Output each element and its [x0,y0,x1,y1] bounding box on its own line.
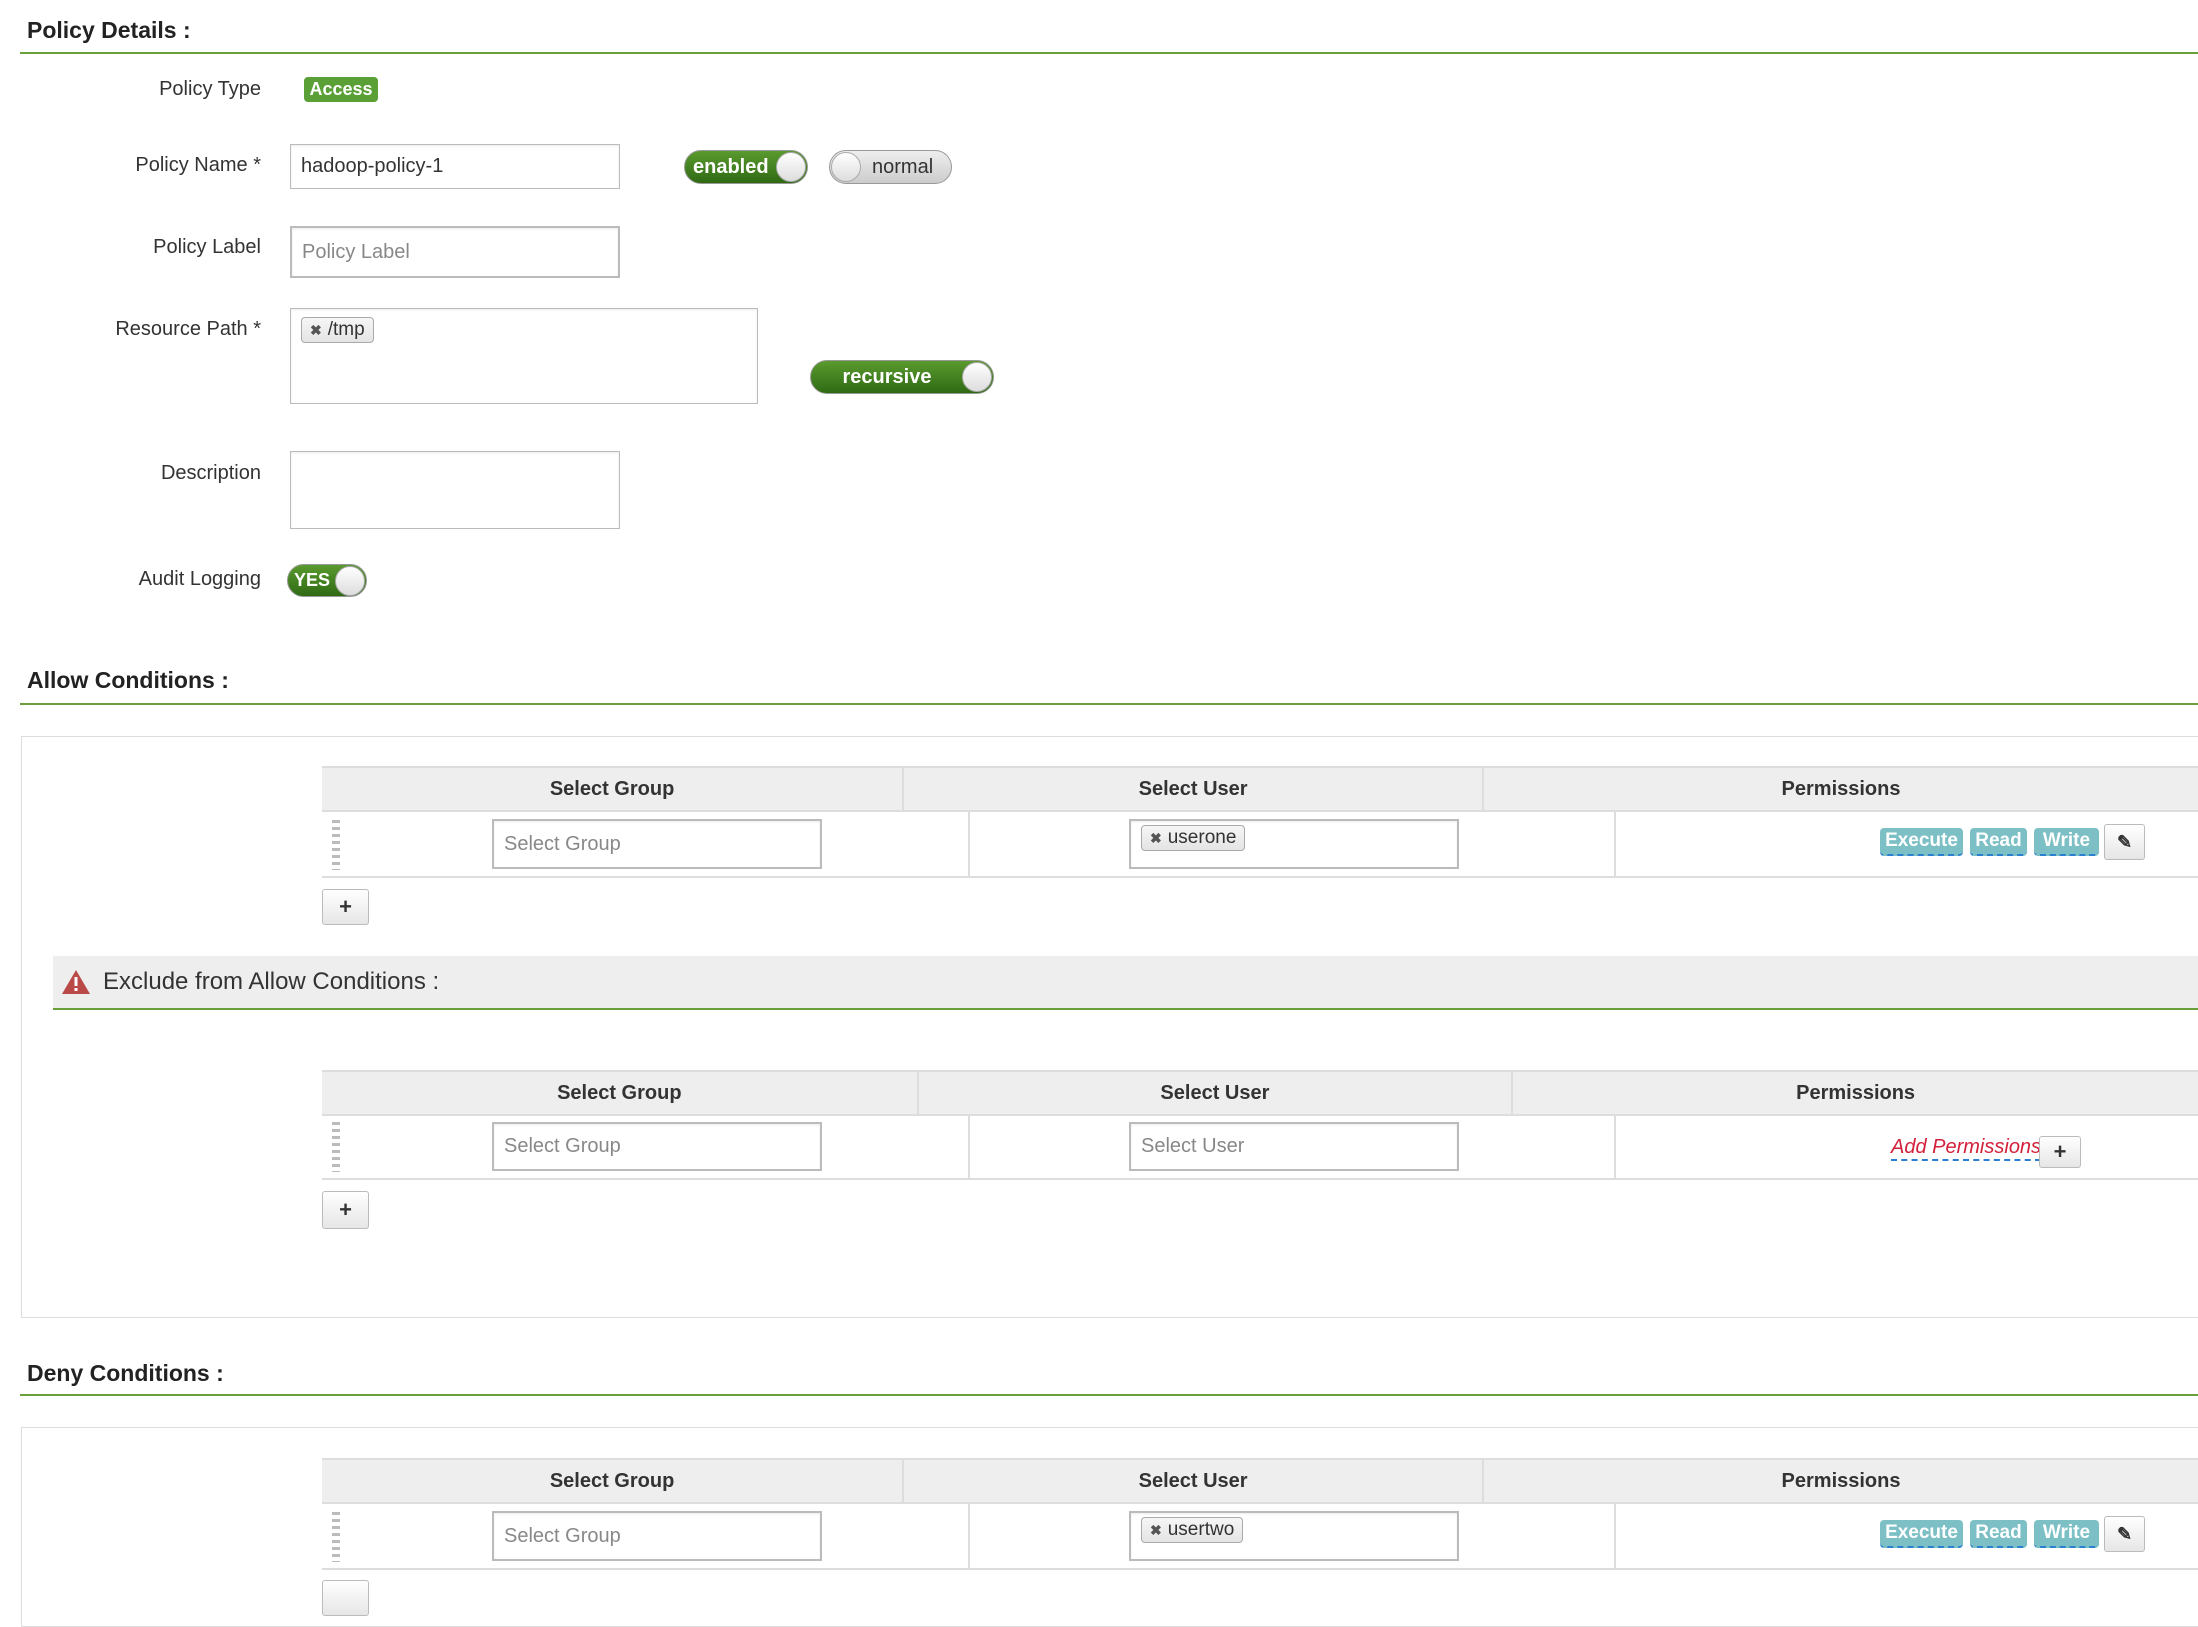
exclude-table-header: Select Group Select User Permissions [322,1070,2198,1116]
exclude-table-row: Select Group Select User Add Permissions… [322,1116,2198,1180]
exclude-heading: Exclude from Allow Conditions : [103,968,440,995]
user-tag-label: usertwo [1167,1519,1235,1540]
policy-label-input[interactable]: Policy Label [290,226,620,278]
header-select-group: Select Group [549,1469,675,1492]
remove-tag-icon[interactable]: ✖ [310,321,322,338]
select-user-input[interactable]: ✖ userone [1129,819,1459,869]
deny-conditions-heading: Deny Conditions : [27,1360,224,1386]
header-select-group: Select Group [549,777,675,800]
permission-execute[interactable]: Execute [1880,1520,1963,1548]
permission-write[interactable]: Write [2034,828,2099,856]
enabled-toggle[interactable]: enabled [684,150,808,184]
edit-permissions-button[interactable]: ✎ [2104,824,2145,860]
header-select-user: Select User [1138,1469,1248,1492]
recursive-toggle-label: recursive [842,365,932,388]
policy-label-label: Policy Label [153,236,261,258]
permission-execute[interactable]: Execute [1880,828,1963,856]
divider [20,52,2198,54]
add-permissions-link[interactable]: Add Permissions [1891,1136,2042,1161]
divider [20,703,2198,705]
resource-path-label: Resource Path * [115,318,261,340]
add-exclude-row-button[interactable]: + [322,1191,369,1229]
allow-table-header: Select Group Select User Permissions [322,766,2198,812]
normal-toggle[interactable]: normal [829,150,952,184]
allow-conditions-heading: Allow Conditions : [27,667,229,693]
policy-name-label: Policy Name * [135,154,261,176]
description-label: Description [160,462,261,484]
header-permissions: Permissions [1796,1081,1916,1104]
drag-handle-icon[interactable] [332,820,340,870]
divider [20,1394,2198,1396]
description-textarea[interactable] [290,451,620,529]
select-group-placeholder: Select Group [504,1524,621,1547]
header-select-user: Select User [1138,777,1248,800]
toggle-knob [335,566,365,596]
header-permissions: Permissions [1781,777,1901,800]
add-allow-row-button[interactable]: + [322,889,369,925]
pencil-icon: ✎ [2116,831,2133,852]
allow-conditions-panel [21,736,2198,1318]
user-tag: ✖ usertwo [1141,1517,1244,1543]
warning-icon [62,970,90,994]
enabled-toggle-label: enabled [693,155,769,178]
permission-read[interactable]: Read [1970,828,2027,856]
allow-table-row: Select Group ✖ userone Execute Read Write… [322,812,2198,878]
normal-toggle-label: normal [872,155,934,178]
remove-tag-icon[interactable]: ✖ [1150,829,1162,846]
toggle-knob [962,362,992,392]
resource-path-tag: ✖ /tmp [301,317,374,343]
user-tag: ✖ userone [1141,825,1246,851]
plus-icon: + [2053,1139,2067,1164]
select-group-placeholder: Select Group [504,832,621,855]
header-permissions: Permissions [1781,1469,1901,1492]
add-deny-row-button[interactable] [322,1580,369,1616]
remove-tag-icon[interactable]: ✖ [1150,1521,1162,1538]
audit-logging-label: Audit Logging [138,568,261,590]
select-user-placeholder: Select User [1141,1135,1245,1157]
select-user-input[interactable]: Select User [1129,1122,1459,1171]
permission-write[interactable]: Write [2034,1520,2099,1548]
toggle-knob [776,152,806,182]
permission-read[interactable]: Read [1970,1520,2027,1548]
exclude-section-bar: Exclude from Allow Conditions : [53,956,2198,1010]
select-user-input[interactable]: ✖ usertwo [1129,1511,1459,1561]
policy-details-heading: Policy Details : [27,17,191,43]
edit-permissions-button[interactable]: ✎ [2104,1516,2145,1552]
select-group-input[interactable]: Select Group [492,1122,822,1171]
resource-path-tag-label: /tmp [327,319,365,340]
resource-path-input[interactable]: ✖ /tmp [290,308,758,404]
policy-name-input[interactable]: hadoop-policy-1 [290,144,620,189]
header-select-user: Select User [1160,1081,1270,1104]
select-group-placeholder: Select Group [504,1135,621,1157]
drag-handle-icon[interactable] [332,1122,340,1172]
policy-type-badge: Access [304,77,378,102]
user-tag-label: userone [1167,827,1237,848]
select-group-input[interactable]: Select Group [492,1511,822,1561]
audit-logging-toggle-label: YES [294,570,331,590]
drag-handle-icon[interactable] [332,1512,340,1562]
pencil-icon: ✎ [2116,1523,2133,1544]
policy-label-placeholder: Policy Label [302,240,410,263]
toggle-knob [831,152,861,182]
policy-type-label: Policy Type [159,78,261,100]
header-select-group: Select Group [557,1081,682,1104]
deny-table-row: Select Group ✖ usertwo Execute Read Write… [322,1504,2198,1570]
recursive-toggle[interactable]: recursive [810,360,994,394]
audit-logging-toggle[interactable]: YES [287,564,367,597]
add-permissions-button[interactable]: + [2039,1136,2081,1168]
policy-name-value: hadoop-policy-1 [301,155,444,177]
deny-table-header: Select Group Select User Permissions [322,1458,2198,1504]
select-group-input[interactable]: Select Group [492,819,822,869]
